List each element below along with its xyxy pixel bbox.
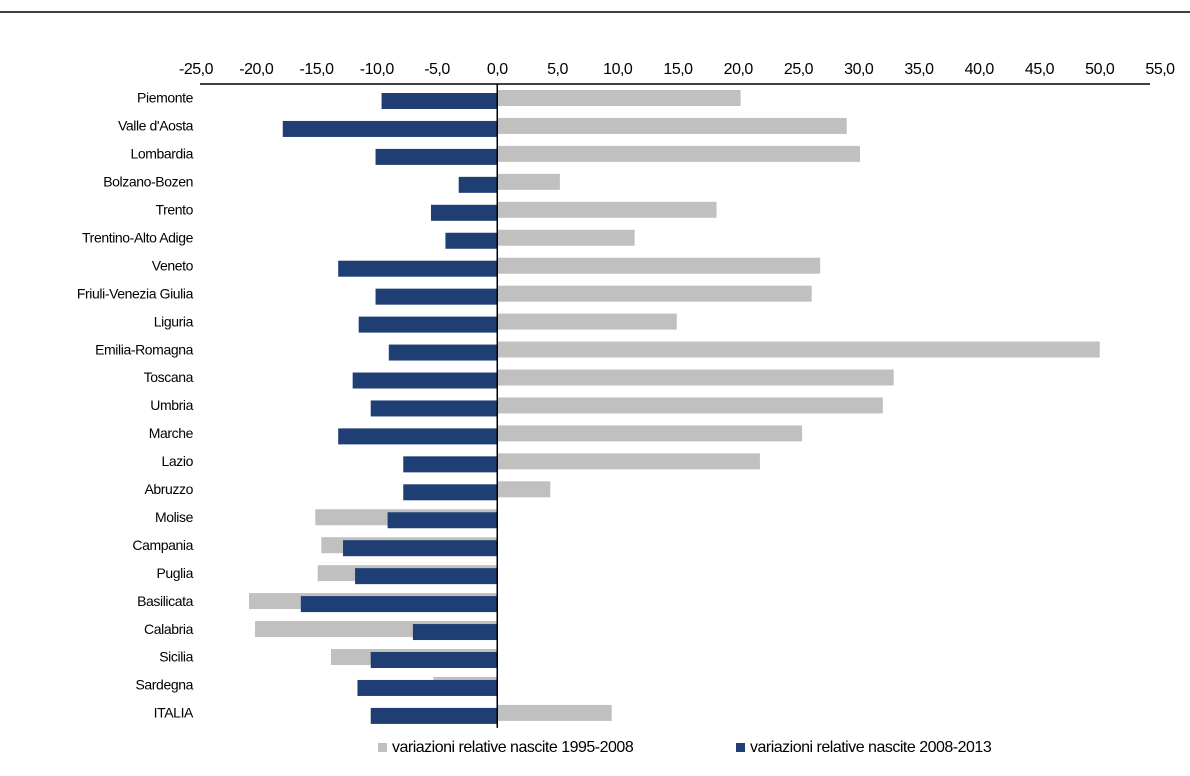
legend-swatch bbox=[378, 743, 387, 752]
category-label: Lombardia bbox=[130, 146, 193, 162]
bar bbox=[497, 425, 803, 442]
category-label: Calabria bbox=[144, 621, 194, 637]
x-tick-label: 5,0 bbox=[547, 61, 568, 78]
bar bbox=[497, 453, 760, 470]
bar bbox=[370, 652, 498, 668]
bar bbox=[300, 596, 498, 613]
bar bbox=[497, 173, 560, 190]
x-tick-label: 45,0 bbox=[1025, 61, 1055, 78]
category-label: Puglia bbox=[156, 565, 193, 581]
x-tick-label: 15,0 bbox=[663, 61, 693, 78]
category-label: Basilicata bbox=[137, 593, 194, 609]
x-tick-label: 25,0 bbox=[784, 61, 814, 78]
bar bbox=[338, 428, 498, 445]
category-label: Friuli-Venezia Giulia bbox=[77, 285, 194, 301]
x-tick-label: 55,0 bbox=[1145, 61, 1175, 78]
bar bbox=[412, 624, 498, 641]
bar bbox=[497, 369, 894, 386]
bar bbox=[375, 288, 498, 305]
bar bbox=[357, 679, 498, 696]
category-label: Toscana bbox=[144, 369, 194, 385]
bar bbox=[445, 232, 498, 249]
category-label: Sardegna bbox=[135, 677, 193, 693]
bar bbox=[403, 456, 498, 473]
legend-swatch bbox=[736, 743, 745, 752]
category-label: Abruzzo bbox=[144, 481, 193, 497]
bar bbox=[430, 204, 498, 221]
bar bbox=[358, 316, 498, 333]
x-tick-label: -25,0 bbox=[179, 61, 214, 78]
bar bbox=[343, 540, 498, 557]
bar bbox=[497, 229, 635, 246]
x-tick-label: 30,0 bbox=[844, 61, 874, 78]
category-label: Trento bbox=[155, 202, 193, 218]
category-label: Bolzano-Bozen bbox=[103, 174, 193, 190]
bar bbox=[403, 484, 498, 501]
x-tick-label: 40,0 bbox=[965, 61, 995, 78]
category-label: Campania bbox=[132, 537, 193, 553]
bar bbox=[497, 201, 717, 218]
bar bbox=[497, 257, 821, 274]
x-tick-label: 35,0 bbox=[904, 61, 934, 78]
category-label: Umbria bbox=[150, 397, 193, 413]
x-tick-label: 20,0 bbox=[724, 61, 754, 78]
category-label: Lazio bbox=[162, 453, 194, 469]
bar bbox=[338, 260, 498, 277]
bar bbox=[497, 481, 551, 498]
bar bbox=[458, 176, 498, 193]
x-tick-label: 0,0 bbox=[487, 61, 508, 78]
bar bbox=[388, 344, 498, 361]
bar bbox=[497, 341, 1100, 358]
category-label: Molise bbox=[155, 509, 194, 525]
category-label: ITALIA bbox=[154, 705, 194, 721]
bar bbox=[497, 313, 677, 330]
bar bbox=[497, 117, 847, 134]
category-label: Trentino-Alto Adige bbox=[82, 229, 194, 245]
bar bbox=[355, 568, 498, 585]
bar bbox=[370, 400, 498, 417]
bar bbox=[282, 120, 498, 137]
x-tick-label: 10,0 bbox=[603, 61, 633, 78]
category-label: Veneto bbox=[152, 257, 194, 273]
bar bbox=[370, 707, 498, 724]
bar bbox=[352, 372, 498, 389]
bar bbox=[497, 285, 812, 302]
x-tick-label: -20,0 bbox=[239, 61, 274, 78]
category-label: Valle d'Aosta bbox=[118, 118, 194, 134]
bar bbox=[497, 704, 612, 721]
x-tick-label: -15,0 bbox=[300, 61, 335, 78]
category-label: Emilia-Romagna bbox=[95, 341, 193, 357]
x-tick-label: 50,0 bbox=[1085, 61, 1115, 78]
category-label: Liguria bbox=[154, 313, 194, 329]
legend-label: variazioni relative nascite 1995-2008 bbox=[392, 739, 634, 756]
bar bbox=[497, 145, 860, 162]
x-tick-label: -10,0 bbox=[360, 61, 395, 78]
bar bbox=[387, 512, 498, 529]
bar bbox=[497, 90, 741, 106]
legend-label: variazioni relative nascite 2008-2013 bbox=[750, 739, 992, 756]
bar bbox=[375, 148, 498, 165]
bar bbox=[497, 397, 883, 414]
bar bbox=[381, 93, 498, 109]
category-label: Piemonte bbox=[137, 90, 194, 106]
x-tick-label: -5,0 bbox=[424, 61, 450, 78]
category-label: Marche bbox=[149, 425, 194, 441]
category-label: Sicilia bbox=[159, 649, 193, 665]
